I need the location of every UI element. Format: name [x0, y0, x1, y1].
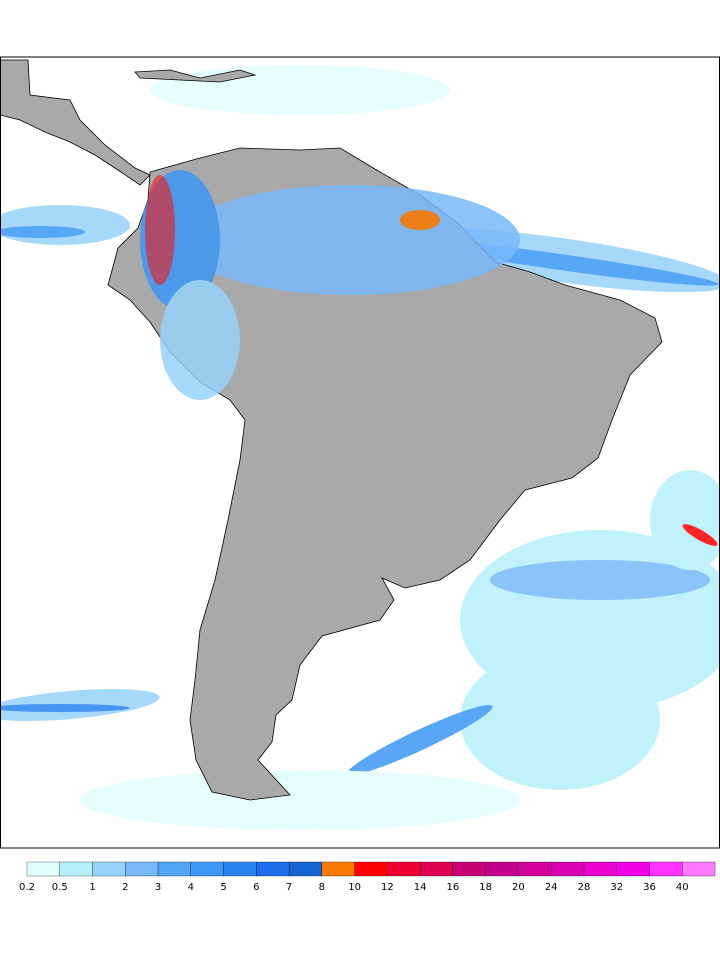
- cuba: [134, 69, 257, 83]
- colorbar-box: [551, 861, 585, 877]
- colorbar-label: 10: [348, 882, 361, 893]
- colorbar-box: [190, 861, 224, 877]
- colorbar-box: [256, 861, 290, 877]
- colorbar: 0.2 0.5 1 2 3 4 5 6 7 8 10 12 14 16 18 20 24 28 32 36 40: [19, 861, 716, 893]
- colorbar-label: 5: [220, 882, 226, 893]
- colorbar-label: 18: [479, 882, 492, 893]
- colorbar-box: [157, 861, 191, 877]
- colorbar-box: [419, 861, 454, 877]
- map: [0, 56, 720, 849]
- colorbar-label: 40: [676, 882, 689, 893]
- colorbar-box: [321, 861, 355, 877]
- colorbar-box: [583, 861, 617, 877]
- precipitation: [0, 65, 720, 830]
- colorbar-box: [518, 861, 552, 877]
- colorbar-label: 20: [512, 882, 525, 893]
- colorbar-label: 28: [578, 882, 591, 893]
- colorbar-label: 3: [155, 882, 161, 893]
- colorbar-label: 0.5: [52, 882, 68, 893]
- colorbar-box: [59, 861, 93, 877]
- colorbar-box: [26, 861, 60, 877]
- colorbar-box: [649, 861, 683, 877]
- colorbar-label: 0.2: [19, 882, 35, 893]
- colorbar-box: [354, 861, 388, 877]
- south-america: [107, 147, 663, 801]
- colorbar-box: [616, 861, 650, 877]
- precipitation-land: [140, 170, 520, 400]
- colorbar-box: [223, 861, 257, 877]
- colorbar-label: 24: [545, 882, 558, 893]
- colorbar-label: 12: [381, 882, 394, 893]
- land: [0, 59, 663, 801]
- colorbar-box: [485, 861, 519, 877]
- colorbar-label: 14: [414, 882, 427, 893]
- colorbar-box: [92, 861, 126, 877]
- colorbar-box: [288, 861, 323, 877]
- colorbar-box: [682, 861, 716, 877]
- colorbar-box: [387, 861, 421, 877]
- central-america: [0, 59, 151, 186]
- colorbar-label: 1: [89, 882, 95, 893]
- colorbar-box: [125, 861, 159, 877]
- colorbar-box: [452, 861, 486, 877]
- colorbar-label: 7: [286, 882, 292, 893]
- colorbar-label: 8: [319, 882, 325, 893]
- colorbar-label: 4: [188, 882, 194, 893]
- colorbar-label: 36: [643, 882, 656, 893]
- colorbar-label: 16: [447, 882, 460, 893]
- colorbar-label: 6: [253, 882, 259, 893]
- colorbar-label: 2: [122, 882, 128, 893]
- colorbar-label: 32: [610, 882, 623, 893]
